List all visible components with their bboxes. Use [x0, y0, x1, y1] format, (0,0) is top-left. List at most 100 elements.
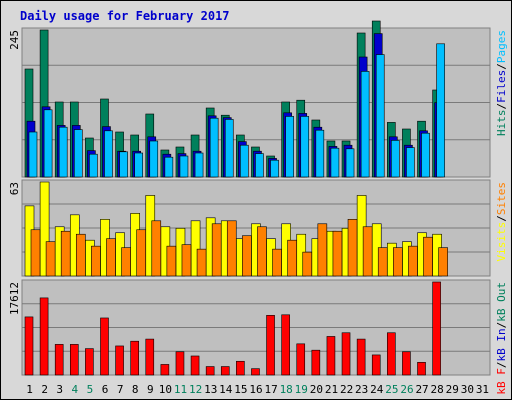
bar-pages-day-13	[209, 117, 219, 178]
bar-kbf-day-15	[236, 360, 245, 376]
bar-kbf-day-14	[220, 366, 230, 376]
x-axis-day-ticks: 1 2 3 4 5 6 7 8 9 10 11 12 13 14 15 16 17 18 19 20 21 22 23 24 2…	[26, 383, 489, 396]
bar-kbf-day-7	[115, 345, 124, 376]
bar-sites-day-18	[287, 239, 297, 277]
day-tick-22: 22	[340, 383, 353, 396]
day-tick-26: 26	[400, 383, 413, 396]
legend-entry: kB Out	[495, 282, 508, 322]
bar-pages-day-2	[43, 109, 53, 178]
bar-sites-day-9	[151, 220, 162, 277]
bar-kbf-day-27	[417, 362, 426, 376]
day-tick-8: 8	[132, 383, 139, 396]
bar-sites-day-15	[242, 235, 252, 277]
bar-pages-day-9	[149, 140, 159, 178]
bar-kbf-day-28	[432, 281, 441, 376]
bar-pages-day-25	[391, 140, 400, 178]
day-tick-15: 15	[234, 383, 247, 396]
bar-sites-day-16	[257, 226, 267, 277]
bar-kbf-day-10	[160, 364, 170, 376]
day-tick-1: 1	[26, 383, 33, 396]
bar-sites-day-28	[438, 247, 448, 277]
day-tick-10: 10	[159, 383, 172, 396]
bar-pages-day-5	[89, 153, 98, 178]
day-tick-24: 24	[370, 383, 384, 396]
bar-pages-day-28	[436, 43, 445, 178]
bar-kbf-day-6	[100, 317, 109, 376]
day-tick-6: 6	[102, 383, 109, 396]
legend-entry: /	[495, 63, 508, 70]
bar-sites-day-17	[272, 248, 282, 277]
chart-panels: 245Hits/Files/Pages63Visits/Sites17612kB…	[8, 20, 508, 395]
bar-kbf-day-23	[356, 338, 366, 376]
bar-pages-day-18	[285, 116, 294, 178]
y-max-label: 245	[8, 30, 21, 50]
day-tick-23: 23	[355, 383, 368, 396]
day-tick-11: 11	[174, 383, 187, 396]
bar-sites-day-22	[347, 219, 358, 277]
legend-entry: Visits	[495, 222, 508, 262]
bar-kbf-day-8	[130, 340, 139, 376]
day-tick-30: 30	[461, 383, 474, 396]
bar-pages-day-10	[164, 156, 174, 178]
bar-pages-day-12	[194, 152, 204, 178]
bar-sites-day-7	[121, 247, 131, 277]
bar-sites-day-12	[196, 248, 207, 277]
bar-pages-day-23	[360, 71, 370, 178]
day-tick-17: 17	[264, 383, 277, 396]
panel-visits-sites: 63 Visits/Sites	[8, 179, 508, 277]
chart-title: Daily usage for February 2017	[20, 9, 230, 23]
legend-entry: kB In	[495, 328, 508, 361]
bar-sites-day-3	[60, 230, 71, 277]
legend-entry: /	[495, 215, 508, 222]
day-tick-13: 13	[204, 383, 217, 396]
bar-kbf-day-13	[205, 366, 215, 376]
bar-pages-day-19	[300, 116, 310, 178]
day-tick-7: 7	[117, 383, 124, 396]
bar-kbf-day-26	[402, 351, 411, 376]
day-tick-12: 12	[189, 383, 202, 396]
bar-sites-day-5	[91, 245, 101, 277]
bar-pages-day-1	[28, 131, 38, 178]
day-tick-18: 18	[280, 383, 293, 396]
bar-pages-day-26	[406, 147, 415, 178]
bar-kbf-day-17	[266, 315, 275, 376]
series-legend: kB F/kB In/kB Out	[495, 282, 508, 395]
bar-sites-day-24	[377, 247, 388, 277]
legend-entry: /	[495, 103, 508, 110]
day-tick-31: 31	[476, 383, 489, 396]
bar-kbf-day-1	[24, 316, 34, 376]
bar-sites-day-8	[136, 229, 146, 277]
bar-kbf-day-18	[281, 314, 290, 376]
bar-pages-day-16	[255, 153, 264, 178]
bar-pages-day-17	[270, 159, 279, 178]
bar-sites-day-14	[226, 220, 237, 277]
bar-kbf-day-22	[341, 332, 351, 376]
legend-entry: Hits	[495, 110, 508, 137]
day-tick-16: 16	[249, 383, 262, 396]
day-tick-5: 5	[87, 383, 94, 396]
day-tick-4: 4	[72, 383, 79, 396]
legend-entry: Sites	[495, 182, 508, 215]
day-tick-25: 25	[385, 383, 398, 396]
day-tick-9: 9	[147, 383, 154, 396]
bar-pages-day-8	[134, 152, 143, 178]
bar-sites-day-25	[393, 247, 403, 277]
bar-kbf-day-21	[326, 336, 336, 376]
bar-pages-day-6	[104, 130, 113, 178]
bar-kbf-day-20	[311, 349, 321, 376]
bar-sites-day-1	[30, 229, 41, 277]
bar-sites-day-26	[408, 245, 418, 277]
bar-pages-day-15	[240, 144, 249, 178]
bar-pages-day-21	[330, 147, 340, 178]
y-max-label: 17612	[8, 282, 21, 315]
day-tick-29: 29	[446, 383, 459, 396]
bar-kbf-day-11	[175, 351, 185, 376]
legend-entry: /	[495, 322, 508, 329]
bar-sites-day-20	[317, 223, 328, 277]
day-tick-3: 3	[56, 383, 63, 396]
bar-pages-day-22	[345, 148, 355, 178]
bar-sites-day-19	[302, 251, 313, 277]
